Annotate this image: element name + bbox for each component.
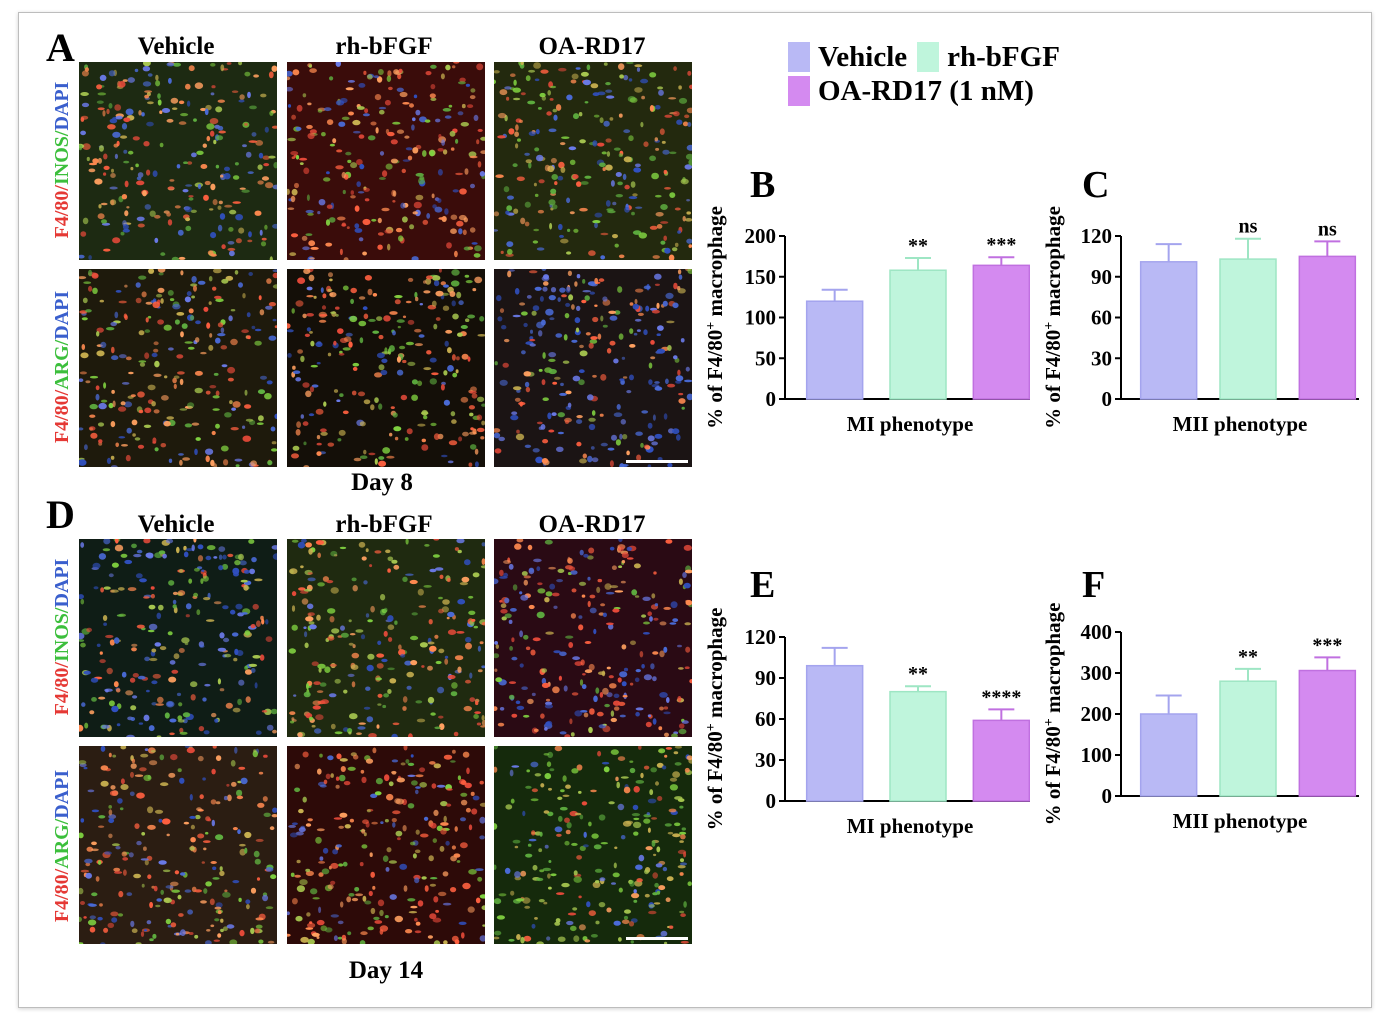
legend-row-2: OA-RD17 (1 nM) — [788, 74, 1070, 108]
x-axis-label: MI phenotype — [847, 412, 974, 436]
micrograph-oa-rd17-arg-day8 — [494, 269, 692, 467]
y-tick-label: 60 — [755, 707, 776, 731]
significance-label: *** — [1312, 634, 1342, 656]
y-tick-label: 120 — [1081, 224, 1113, 248]
column-title-oa-rd17: OA-RD17 — [538, 33, 646, 60]
marker-label-inos-d8: F4/80/INOS/DAPI — [51, 81, 73, 239]
marker-label-inos-d14: F4/80/INOS/DAPI — [51, 558, 73, 716]
marker-label-arg-d14: F4/80/ARG/DAPI — [51, 769, 73, 923]
bar-oa-rd17 — [1298, 669, 1357, 797]
y-tick-label: 150 — [745, 265, 777, 289]
marker-label-arg-d8: F4/80/ARG/DAPI — [51, 290, 73, 444]
y-tick-label: 60 — [1091, 306, 1112, 330]
column-title-rh-bfgf-d14: rh-bFGF — [335, 511, 433, 538]
legend-label-vehicle: Vehicle — [818, 40, 908, 73]
legend-swatch-rh-bfgf — [917, 42, 940, 72]
bar-oa-rd17 — [972, 719, 1030, 802]
micrograph-rh-bfgf-arg-day14 — [287, 746, 485, 944]
y-tick-label: 30 — [1091, 346, 1112, 370]
legend-row-1: Vehicle rh-bFGF — [788, 40, 1070, 74]
bar-rh-bfgf — [1219, 258, 1277, 400]
y-tick-label: 100 — [745, 306, 777, 330]
significance-label: ** — [1238, 646, 1258, 668]
day8-label: Day 8 — [351, 469, 413, 496]
legend: Vehicle rh-bFGF OA-RD17 (1 nM) — [788, 40, 1070, 108]
bar-vehicle — [1139, 261, 1198, 400]
micrograph-oa-rd17-inos-day14 — [494, 539, 692, 737]
panel-label-e: E — [750, 564, 775, 606]
x-axis-label: MII phenotype — [1173, 809, 1308, 833]
x-axis-label: MII phenotype — [1173, 412, 1308, 436]
legend-swatch-vehicle — [788, 42, 810, 72]
legend-label-rh-bfgf: rh-bFGF — [947, 40, 1060, 73]
micrograph-vehicle-arg-day14 — [79, 746, 277, 944]
y-tick-label: 50 — [755, 346, 776, 370]
y-tick-label: 400 — [1081, 620, 1113, 644]
column-title-rh-bfgf: rh-bFGF — [335, 33, 433, 60]
column-title-oa-rd17-d14: OA-RD17 — [538, 511, 646, 538]
significance-label: *** — [986, 234, 1016, 256]
significance-label: ** — [908, 663, 928, 685]
significance-label: ** — [908, 235, 928, 257]
scale-bar-day8 — [626, 460, 688, 463]
column-title-vehicle: Vehicle — [137, 33, 215, 60]
day14-label: Day 14 — [348, 957, 424, 984]
y-tick-label: 200 — [745, 224, 777, 248]
micrograph-vehicle-inos-day14 — [79, 539, 277, 737]
panel-label-b: B — [750, 164, 775, 206]
legend-swatch-oa-rd17 — [788, 76, 810, 106]
significance-label: ns — [1318, 218, 1337, 240]
panel-label-c: C — [1082, 164, 1109, 206]
micrograph-oa-rd17-arg-day14 — [494, 746, 692, 944]
y-tick-label: 100 — [1081, 743, 1113, 767]
micrograph-oa-rd17-inos-day8 — [494, 62, 692, 260]
y-axis-label: % of F4/80+ macrophage — [703, 206, 727, 429]
y-tick-label: 90 — [755, 666, 776, 690]
y-tick-label: 0 — [1102, 387, 1113, 411]
y-tick-label: 90 — [1091, 265, 1112, 289]
x-axis-label: MI phenotype — [847, 814, 974, 838]
bar-rh-bfgf — [889, 690, 947, 802]
column-title-vehicle-d14: Vehicle — [137, 511, 215, 538]
micrograph-vehicle-inos-day8 — [79, 62, 277, 260]
bar-rh-bfgf — [1219, 680, 1277, 797]
scale-bar-day14 — [626, 937, 688, 940]
bar-vehicle — [805, 664, 864, 802]
micrograph-rh-bfgf-inos-day14 — [287, 539, 485, 737]
panel-label-a: A — [46, 25, 75, 70]
y-tick-label: 120 — [745, 625, 777, 649]
y-tick-label: 300 — [1081, 661, 1113, 685]
significance-label: **** — [981, 686, 1021, 708]
y-tick-label: 200 — [1081, 702, 1113, 726]
y-tick-label: 0 — [766, 387, 777, 411]
y-tick-label: 0 — [766, 789, 777, 813]
micrograph-vehicle-arg-day8 — [79, 269, 277, 467]
bar-rh-bfgf — [889, 269, 947, 400]
bar-oa-rd17 — [972, 264, 1030, 400]
bar-vehicle — [1139, 713, 1198, 797]
bar-oa-rd17 — [1298, 255, 1357, 400]
micrograph-rh-bfgf-arg-day8 — [287, 269, 485, 467]
bar-vehicle — [805, 300, 864, 400]
panel-label-f: F — [1082, 564, 1105, 606]
y-axis-label: % of F4/80+ macrophage — [1041, 603, 1065, 826]
legend-label-oa-rd17: OA-RD17 (1 nM) — [818, 74, 1034, 107]
y-axis-label: % of F4/80+ macrophage — [1041, 206, 1065, 429]
y-tick-label: 0 — [1102, 784, 1113, 808]
panel-label-d: D — [46, 492, 75, 537]
chart-c-mii-day8: C 0 30 60 90 120 % of F4/80+ macrophage ns ns MII… — [1041, 164, 1359, 436]
significance-label: ns — [1239, 216, 1258, 238]
y-axis-label: % of F4/80+ macrophage — [703, 608, 727, 831]
y-tick-label: 30 — [755, 748, 776, 772]
micrograph-rh-bfgf-inos-day8 — [287, 62, 485, 260]
